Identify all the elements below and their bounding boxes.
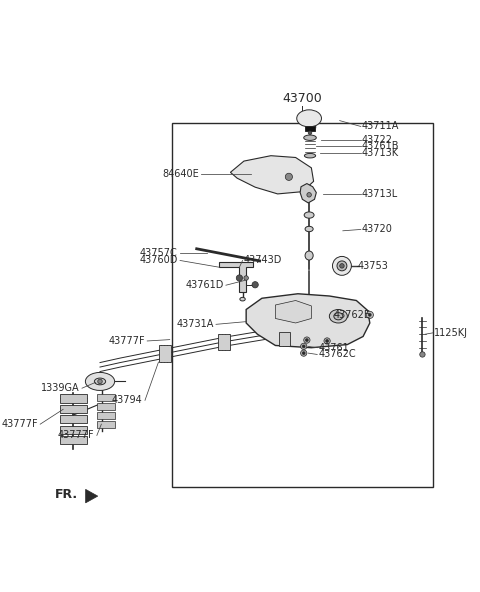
Bar bbox=[159, 346, 171, 362]
Bar bbox=[97, 403, 115, 410]
Circle shape bbox=[366, 311, 373, 318]
Polygon shape bbox=[300, 184, 316, 203]
Bar bbox=[60, 436, 86, 445]
Ellipse shape bbox=[305, 226, 313, 231]
Ellipse shape bbox=[304, 212, 314, 218]
Circle shape bbox=[304, 337, 310, 343]
Ellipse shape bbox=[333, 256, 351, 275]
Ellipse shape bbox=[240, 297, 245, 301]
Circle shape bbox=[285, 173, 292, 181]
Text: 1125KJ: 1125KJ bbox=[434, 328, 468, 338]
Text: 43777F: 43777F bbox=[58, 430, 95, 440]
Ellipse shape bbox=[304, 135, 316, 140]
Bar bbox=[97, 420, 115, 428]
Text: 43722: 43722 bbox=[362, 135, 393, 145]
Polygon shape bbox=[246, 294, 370, 348]
Text: 43761B: 43761B bbox=[362, 141, 399, 151]
Text: 43761D: 43761D bbox=[185, 280, 224, 290]
Ellipse shape bbox=[95, 378, 106, 385]
Text: 43762C: 43762C bbox=[318, 349, 356, 359]
Text: 43753: 43753 bbox=[357, 261, 388, 271]
Circle shape bbox=[307, 192, 312, 197]
Ellipse shape bbox=[334, 313, 343, 320]
Circle shape bbox=[308, 131, 312, 134]
Circle shape bbox=[300, 350, 307, 356]
Ellipse shape bbox=[337, 261, 347, 271]
Ellipse shape bbox=[85, 372, 115, 391]
Circle shape bbox=[324, 338, 330, 344]
Text: 43700: 43700 bbox=[283, 92, 322, 105]
Circle shape bbox=[302, 352, 305, 355]
Circle shape bbox=[244, 276, 249, 280]
Text: 43711A: 43711A bbox=[362, 121, 399, 131]
Text: 43720: 43720 bbox=[362, 224, 393, 234]
Bar bbox=[60, 405, 86, 413]
Text: 43761: 43761 bbox=[318, 343, 349, 353]
Text: 43743D: 43743D bbox=[243, 256, 282, 265]
Bar bbox=[97, 394, 115, 401]
Text: 43757C: 43757C bbox=[140, 248, 178, 258]
Circle shape bbox=[236, 275, 242, 281]
Polygon shape bbox=[276, 301, 312, 323]
Text: 43731A: 43731A bbox=[177, 319, 214, 329]
Ellipse shape bbox=[304, 153, 316, 158]
Circle shape bbox=[340, 263, 344, 268]
Bar bbox=[60, 394, 86, 403]
Bar bbox=[60, 426, 86, 434]
Circle shape bbox=[420, 352, 425, 357]
Circle shape bbox=[252, 282, 258, 288]
Polygon shape bbox=[230, 156, 313, 194]
Text: 43760D: 43760D bbox=[139, 256, 178, 265]
Bar bbox=[172, 123, 433, 487]
Circle shape bbox=[98, 379, 102, 384]
Polygon shape bbox=[85, 490, 98, 503]
Text: 43713L: 43713L bbox=[362, 189, 398, 200]
Circle shape bbox=[305, 339, 308, 342]
Circle shape bbox=[369, 314, 371, 316]
Bar bbox=[97, 411, 115, 419]
Circle shape bbox=[326, 340, 328, 342]
Text: 43713K: 43713K bbox=[362, 149, 399, 159]
Text: 43777F: 43777F bbox=[1, 419, 38, 429]
Bar bbox=[60, 415, 86, 423]
Polygon shape bbox=[219, 262, 253, 291]
Bar bbox=[278, 332, 290, 346]
Text: 43762E: 43762E bbox=[334, 310, 371, 320]
Bar bbox=[305, 126, 314, 131]
Circle shape bbox=[302, 345, 305, 348]
Text: FR.: FR. bbox=[55, 488, 78, 501]
Text: 84640E: 84640E bbox=[162, 169, 199, 179]
Ellipse shape bbox=[329, 310, 348, 323]
Text: 1339GA: 1339GA bbox=[41, 383, 80, 393]
Text: 43777F: 43777F bbox=[108, 336, 145, 346]
Bar bbox=[218, 334, 229, 350]
Circle shape bbox=[300, 343, 307, 349]
Ellipse shape bbox=[297, 110, 322, 127]
Text: 43794: 43794 bbox=[112, 395, 143, 406]
Ellipse shape bbox=[305, 251, 313, 260]
